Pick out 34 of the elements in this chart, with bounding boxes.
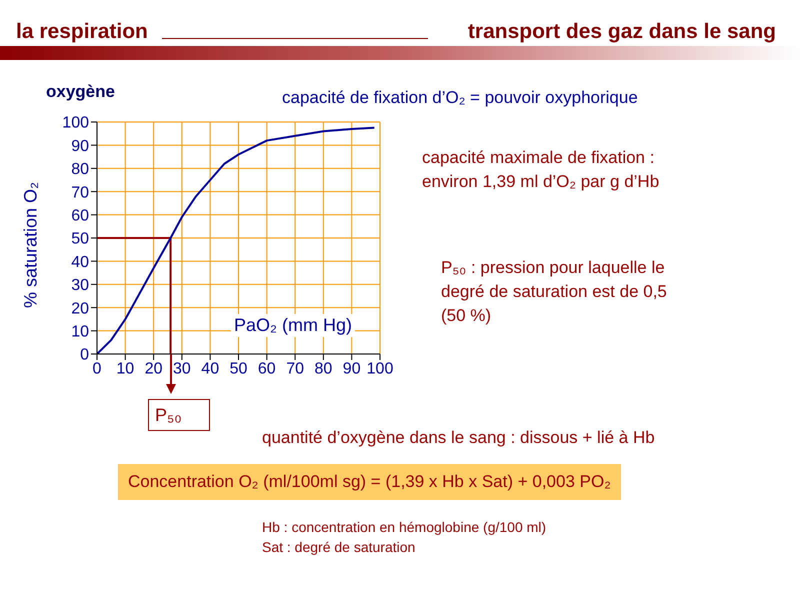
- y-tick-label: 70: [71, 184, 90, 202]
- y-tick-label: 30: [71, 277, 90, 294]
- text: Hb : concentration en hémoglobine (g/100 ml) Sat : degré de saturation: [262, 518, 546, 557]
- x-tick-label: 60: [258, 360, 276, 378]
- x-tick-label: 70: [286, 360, 304, 378]
- x-tick-label: 30: [173, 360, 191, 378]
- y-tick-label: 10: [71, 323, 90, 340]
- x-tick-label: 0: [92, 360, 102, 378]
- x-tick-label: 100: [366, 360, 394, 378]
- y-tick-label: 50: [71, 230, 90, 248]
- y-tick-label: 40: [71, 254, 90, 271]
- text: P₅₀ : pression pour laquelle le degré de saturation est de 0,5 (50 %): [441, 257, 667, 327]
- y-tick-label: 80: [71, 161, 90, 178]
- text: capacité de fixation d’O₂ = pouvoir oxyphorique: [282, 87, 638, 109]
- y-axis-title: % saturation O₂: [20, 182, 40, 308]
- y-tick-label: 60: [71, 207, 90, 224]
- text: capacité maximale de fixation : environ 1,39 ml d’O₂ par g d’Hb: [422, 147, 660, 193]
- y-tick-label: 20: [71, 300, 90, 318]
- y-tick-label: 0: [80, 346, 90, 364]
- ref-line-label: P₅₀: [148, 399, 210, 431]
- x-tick-label: 40: [201, 360, 220, 378]
- text: transport des gaz dans le sang: [468, 20, 776, 44]
- chart-title: la respiration: [16, 20, 148, 44]
- x-tick-label: 20: [144, 360, 163, 378]
- y-tick-label: 90: [71, 138, 90, 155]
- x-tick-label: 50: [230, 360, 248, 378]
- x-tick-label: 90: [342, 360, 361, 378]
- y-tick-label: 100: [62, 114, 90, 132]
- x-axis-title: PaO₂ (mm Hg): [231, 314, 355, 337]
- x-tick-label: 10: [116, 360, 134, 378]
- x-tick-label: 80: [314, 360, 332, 378]
- text: Concentration O₂ (ml/100ml sg) = (1,39 x Hb x Sat) + 0,003 PO₂: [118, 464, 621, 500]
- text: oxygène: [46, 81, 115, 103]
- text: quantité d’oxygène dans le sang : dissous + lié à Hb: [262, 427, 655, 449]
